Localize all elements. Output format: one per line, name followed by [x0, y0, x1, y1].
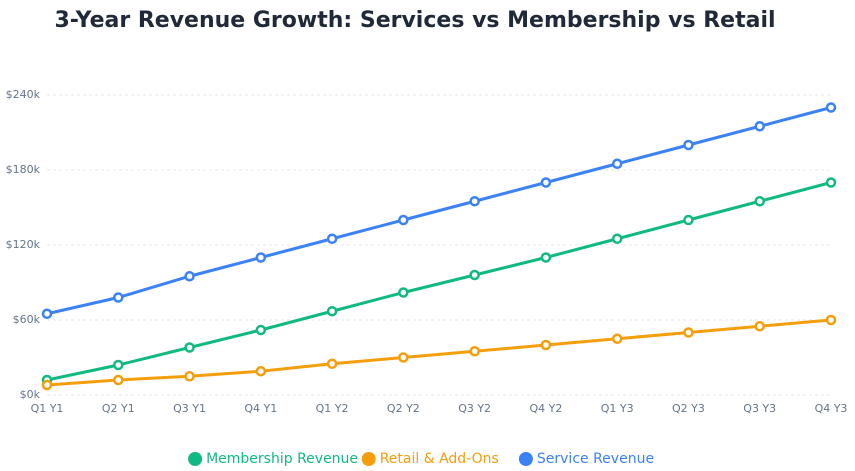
- y-tick-label: $0k: [20, 388, 41, 401]
- data-point: [41, 379, 53, 391]
- x-tick-label: Q3 Y1: [173, 402, 206, 415]
- x-tick-label: Q2 Y2: [387, 402, 420, 415]
- data-point: [113, 359, 124, 371]
- data-point: [469, 269, 480, 281]
- x-tick-label: Q3 Y2: [458, 402, 491, 415]
- legend-item[interactable]: Retail & Add-Ons: [361, 451, 499, 467]
- data-point: [326, 358, 338, 369]
- legend-item[interactable]: Membership Revenue: [188, 451, 358, 467]
- x-tick-label: Q4 Y1: [244, 402, 277, 415]
- data-point: [41, 308, 53, 319]
- data-point: [469, 346, 480, 357]
- data-point: [184, 371, 195, 382]
- data-point: [540, 177, 552, 188]
- data-point: [683, 214, 694, 226]
- data-point: [469, 196, 480, 207]
- data-point: [184, 271, 195, 282]
- data-point: [754, 321, 765, 332]
- data-point: [326, 306, 338, 317]
- data-point: [611, 158, 623, 169]
- data-point: [255, 366, 267, 377]
- x-tick-label: Q1 Y2: [316, 402, 349, 415]
- data-point: [398, 287, 409, 298]
- y-tick-label: $60k: [13, 313, 41, 326]
- chart-title: 3-Year Revenue Growth: Services vs Membe…: [54, 8, 775, 33]
- data-point: [825, 102, 837, 113]
- legend-swatch: [188, 452, 203, 466]
- x-tick-label: Q1 Y3: [601, 402, 634, 415]
- series-line: [46, 181, 832, 382]
- data-point: [113, 374, 124, 386]
- data-point: [326, 233, 338, 244]
- data-point: [611, 233, 623, 244]
- data-point: [398, 214, 409, 226]
- x-tick-label: Q2 Y1: [102, 402, 135, 415]
- data-point: [113, 292, 124, 303]
- y-tick-label: $120k: [6, 238, 41, 251]
- series-line: [46, 318, 832, 387]
- legend-label: Service Revenue: [537, 451, 654, 467]
- data-point: [825, 177, 837, 188]
- data-point: [255, 252, 267, 263]
- x-tick-label: Q4 Y2: [529, 402, 562, 415]
- legend-item[interactable]: Service Revenue: [518, 451, 654, 467]
- x-tick-label: Q4 Y3: [815, 402, 848, 415]
- x-tick-label: Q3 Y3: [743, 402, 776, 415]
- y-tick-label: $180k: [6, 163, 41, 176]
- legend-label: Membership Revenue: [206, 451, 358, 467]
- series-line: [46, 106, 832, 316]
- data-point: [184, 342, 195, 353]
- x-tick-label: Q1 Y1: [31, 402, 64, 415]
- data-point: [683, 139, 694, 151]
- data-point: [754, 196, 765, 207]
- legend-swatch: [518, 452, 533, 466]
- data-point: [754, 121, 765, 132]
- data-point: [255, 324, 267, 336]
- data-point: [825, 314, 837, 326]
- data-point: [683, 327, 694, 338]
- y-tick-label: $240k: [6, 88, 41, 101]
- data-point: [611, 333, 623, 344]
- legend-label: Retail & Add-Ons: [380, 451, 499, 467]
- x-tick-label: Q2 Y3: [672, 402, 705, 415]
- data-point: [398, 352, 409, 363]
- data-point: [540, 252, 552, 263]
- legend-swatch: [361, 452, 376, 466]
- data-point: [540, 339, 552, 351]
